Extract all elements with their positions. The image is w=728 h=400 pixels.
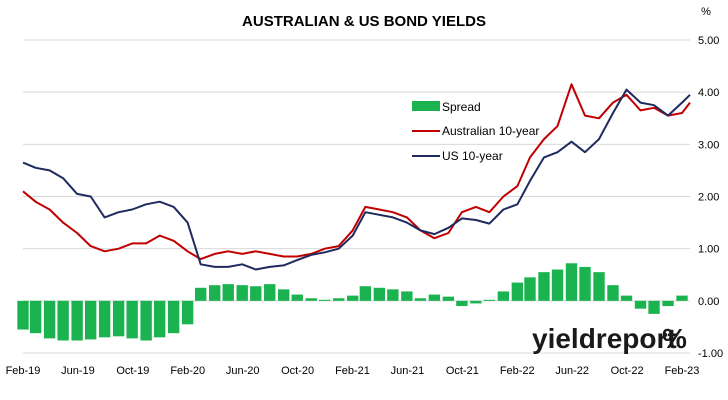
spread-bar bbox=[209, 285, 221, 301]
spread-bar bbox=[140, 300, 152, 341]
spread-bar bbox=[43, 300, 56, 339]
spread-bar bbox=[112, 300, 125, 337]
x-tick-label: Oct-21 bbox=[446, 365, 479, 377]
x-tick-label: Jun-20 bbox=[226, 365, 260, 377]
australian-10-year-line bbox=[22, 83, 691, 261]
spread-bar bbox=[126, 300, 138, 339]
spread-bar bbox=[373, 287, 386, 301]
spread-bar bbox=[387, 289, 399, 301]
spread-bar bbox=[470, 300, 482, 304]
spread-bar bbox=[305, 298, 317, 301]
y-tick-label: -1.00 bbox=[698, 348, 723, 360]
brand-percent-symbol: % bbox=[662, 323, 687, 354]
y-tick-label: 1.00 bbox=[698, 244, 719, 256]
x-tick-label: Jun-19 bbox=[61, 365, 95, 377]
spread-bar bbox=[483, 299, 496, 301]
spread-bar bbox=[291, 294, 303, 301]
x-tick-label: Feb-21 bbox=[335, 365, 370, 377]
y-axis-unit-label: % bbox=[701, 6, 711, 18]
spread-bar bbox=[497, 291, 510, 301]
legend-swatch-spread bbox=[412, 101, 440, 111]
x-tick-label: Feb-23 bbox=[665, 365, 700, 377]
spread-bar bbox=[607, 285, 619, 301]
spread-bar bbox=[579, 266, 591, 301]
spread-bar bbox=[401, 291, 413, 301]
yield-lines bbox=[22, 83, 691, 271]
spread-bar bbox=[17, 300, 29, 330]
spread-bar bbox=[676, 295, 688, 301]
spread-bar bbox=[565, 263, 578, 301]
spread-bar bbox=[181, 300, 194, 325]
spread-bar bbox=[359, 286, 372, 301]
us-10-year-line bbox=[22, 88, 691, 271]
spread-bar bbox=[195, 287, 207, 301]
x-tick-label: Feb-22 bbox=[500, 365, 535, 377]
spread-bar bbox=[428, 294, 441, 301]
spread-bar bbox=[620, 295, 633, 301]
y-axis-ticks: 5.00 4.00 3.00 2.00 1.00 0.00 -1.00 bbox=[698, 35, 723, 360]
x-tick-label: Oct-20 bbox=[281, 365, 314, 377]
x-tick-label: Feb-20 bbox=[170, 365, 205, 377]
spread-bar bbox=[414, 298, 427, 301]
spread-bar bbox=[347, 295, 359, 301]
spread-bar bbox=[551, 269, 564, 301]
spread-bar bbox=[511, 282, 524, 301]
spread-bar bbox=[593, 272, 605, 301]
y-tick-label: 2.00 bbox=[698, 192, 719, 204]
spread-bar bbox=[538, 272, 550, 301]
spread-bar bbox=[662, 300, 674, 307]
spread-bar bbox=[84, 300, 97, 340]
spread-bar bbox=[222, 284, 234, 301]
legend: Spread Australian 10-year US 10-year bbox=[412, 100, 539, 163]
legend-label-us: US 10-year bbox=[442, 149, 503, 163]
spread-bar bbox=[524, 277, 536, 301]
spread-bar bbox=[648, 300, 660, 314]
x-tick-label: Jun-22 bbox=[555, 365, 589, 377]
spread-bar bbox=[29, 300, 42, 334]
x-axis-ticks: Feb-19 Jun-19 Oct-19 Feb-20 Jun-20 Oct-20 Feb-… bbox=[6, 365, 700, 377]
spread-bar bbox=[319, 299, 331, 301]
spread-bar bbox=[264, 284, 276, 301]
chart-title: AUSTRALIAN & US BOND YIELDS bbox=[242, 13, 486, 30]
spread-bar bbox=[167, 300, 180, 334]
spread-bar bbox=[236, 285, 248, 301]
spread-bar bbox=[442, 296, 455, 301]
spread-bar bbox=[278, 289, 290, 301]
yieldreport-logo: yieldreport % bbox=[532, 323, 687, 354]
legend-label-spread: Spread bbox=[442, 100, 481, 114]
y-tick-label: 3.00 bbox=[698, 139, 719, 151]
spread-bar bbox=[153, 300, 166, 338]
x-tick-label: Feb-19 bbox=[6, 365, 41, 377]
x-tick-label: Oct-22 bbox=[611, 365, 644, 377]
y-tick-label: 5.00 bbox=[698, 35, 719, 47]
spread-bar bbox=[333, 298, 345, 301]
x-tick-label: Oct-19 bbox=[116, 365, 149, 377]
brand-name: yieldreport bbox=[532, 323, 677, 354]
spread-bar bbox=[634, 300, 647, 309]
spread-bars bbox=[17, 263, 688, 341]
legend-label-australian: Australian 10-year bbox=[442, 124, 539, 138]
y-tick-label: 0.00 bbox=[698, 296, 719, 308]
y-tick-label: 4.00 bbox=[698, 87, 719, 99]
spread-bar bbox=[250, 286, 262, 301]
spread-bar bbox=[57, 300, 69, 341]
spread-bar bbox=[71, 300, 83, 341]
spread-bar bbox=[456, 300, 468, 307]
x-tick-label: Jun-21 bbox=[391, 365, 425, 377]
spread-bar bbox=[98, 300, 111, 338]
